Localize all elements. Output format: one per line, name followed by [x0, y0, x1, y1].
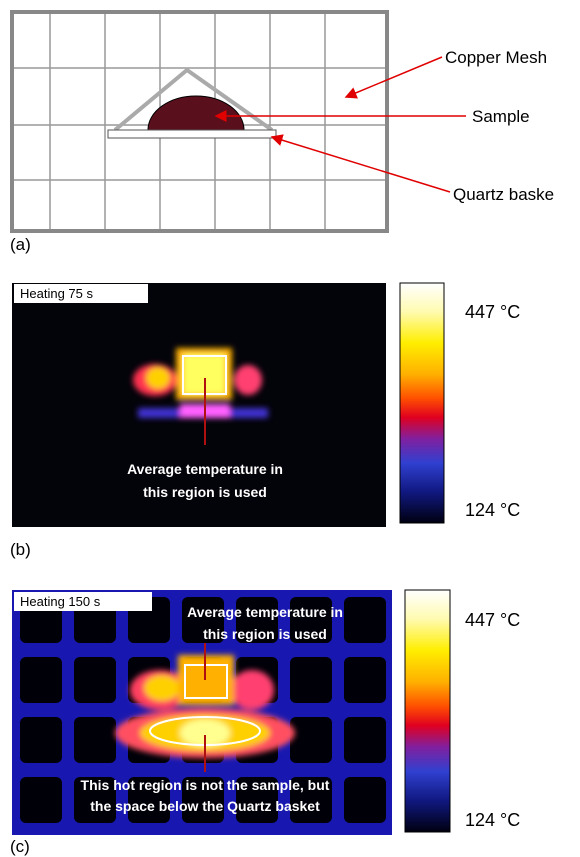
caption: Heating 150 s [20, 594, 101, 609]
mesh-cell [74, 657, 116, 703]
label: Copper Mesh [445, 48, 547, 67]
spot [146, 367, 170, 389]
annotation: Average temperature in [187, 604, 343, 620]
annotation: the space below the Quartz basket [90, 798, 320, 814]
panel-b: Heating 75 s Average temperature in this… [10, 283, 520, 559]
panel-tag: (b) [10, 540, 31, 559]
panel-tag: (a) [10, 235, 31, 254]
mesh-cell [20, 717, 62, 763]
scale-min: 124 °C [465, 500, 520, 520]
mesh-cell [20, 657, 62, 703]
color-bar [405, 590, 450, 832]
mesh-cell [344, 717, 386, 763]
panel-a: Copper Mesh Sample Quartz baske (a) [10, 12, 554, 254]
caption: Heating 75 s [20, 286, 93, 301]
mesh-cell [344, 597, 386, 643]
page: {"panels":[ {"tag":"(a)","labels":["Copp… [0, 0, 580, 857]
mesh-cell [20, 777, 62, 823]
spot [230, 670, 274, 710]
label: Quartz baske [453, 185, 554, 204]
spot [234, 365, 262, 395]
body: Copper Mesh Sample Quartz baske (a) Heat… [0, 0, 580, 857]
annotation: This hot region is not the sample, but [81, 777, 330, 793]
quartz-basket [108, 130, 276, 138]
label: Sample [472, 107, 530, 126]
mesh-cell [290, 657, 332, 703]
panel-tag: (c) [10, 837, 30, 856]
spot [144, 675, 180, 701]
annotation: this region is used [143, 484, 267, 500]
panel-c: Heating 150 s Average temperature in thi… [10, 590, 520, 856]
mesh-cell [290, 717, 332, 763]
mesh-cell [344, 657, 386, 703]
mesh-cell [74, 717, 116, 763]
scale-min: 124 °C [465, 810, 520, 830]
annotation: Average temperature in [127, 461, 283, 477]
figure: Copper Mesh Sample Quartz baske (a) Heat… [0, 0, 580, 857]
mesh-cell [344, 777, 386, 823]
annotation: this region is used [203, 626, 327, 642]
color-bar [400, 283, 444, 523]
scale-max: 447 °C [465, 302, 520, 322]
scale-max: 447 °C [465, 610, 520, 630]
